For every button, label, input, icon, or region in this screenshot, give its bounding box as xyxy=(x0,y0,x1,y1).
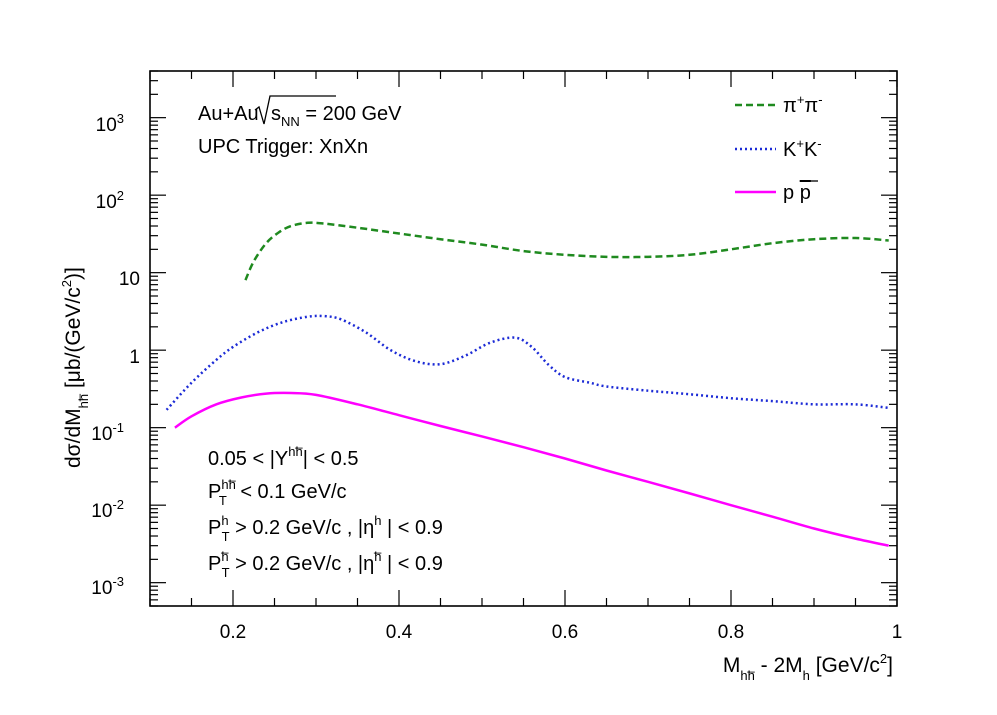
y-tick-label: 10-1 xyxy=(91,420,124,445)
collision-label: Au+Au xyxy=(198,103,259,125)
x-tick-label: 0.6 xyxy=(552,622,578,643)
y-tick-label: 103 xyxy=(96,111,124,136)
y-tick-labels: 10-3 10-2 10-1 1 10 102 103 xyxy=(91,111,140,599)
cut-pair-pt: Phh̅ T < 0.1 GeV/c xyxy=(208,477,347,508)
cut-rapidity: 0.05 < |Yhh̅| < 0.5 xyxy=(208,444,359,470)
legend-label-pipi: π+π- xyxy=(783,92,823,117)
series-line-2 xyxy=(174,391,889,547)
tick-marks xyxy=(149,70,898,607)
cut-h-pt: Ph T > 0.2 GeV/c , |ηh | < 0.9 xyxy=(208,513,443,544)
y-axis-title: dσ/dMhh̅ [μb/(GeV/c2)] xyxy=(59,267,91,468)
cuts-annotation: 0.05 < |Yhh̅| < 0.5 Phh̅ T < 0.1 GeV/c Ph… xyxy=(208,444,443,580)
cut-hbar-pt: Ph̅ T > 0.2 GeV/c , |ηh̅ | < 0.9 xyxy=(208,549,443,580)
y-tick-label: 10 xyxy=(119,269,140,290)
x-tick-labels: 0.2 0.4 0.6 0.8 1 xyxy=(220,622,903,643)
sqrt-symbol xyxy=(254,95,336,125)
x-tick-label: 0.2 xyxy=(220,622,246,643)
series-layer xyxy=(165,221,889,547)
y-tick-label: 10-3 xyxy=(91,574,124,599)
y-tick-label: 102 xyxy=(96,188,124,213)
x-tick-label: 0.8 xyxy=(718,622,744,643)
legend: π+π- K+K- p p xyxy=(735,92,823,204)
x-tick-label: 0.4 xyxy=(386,622,413,643)
y-tick-label: 1 xyxy=(129,347,140,368)
x-tick-label: 1 xyxy=(892,622,903,643)
collision-annotation: Au+Au sNN = 200 GeV UPC Trigger: XnXn xyxy=(198,95,402,158)
x-axis-title: Mhh̅ - 2Mh [GeV/c2] xyxy=(723,651,893,683)
series-line-1 xyxy=(165,314,889,411)
y-tick-label: 10-2 xyxy=(91,497,124,522)
trigger-label: UPC Trigger: XnXn xyxy=(198,136,368,158)
energy-label: sNN = 200 GeV xyxy=(271,103,402,129)
legend-label-kk: K+K- xyxy=(783,136,822,161)
series-line-0 xyxy=(244,221,889,281)
legend-label-ppbar: p p xyxy=(783,182,811,204)
